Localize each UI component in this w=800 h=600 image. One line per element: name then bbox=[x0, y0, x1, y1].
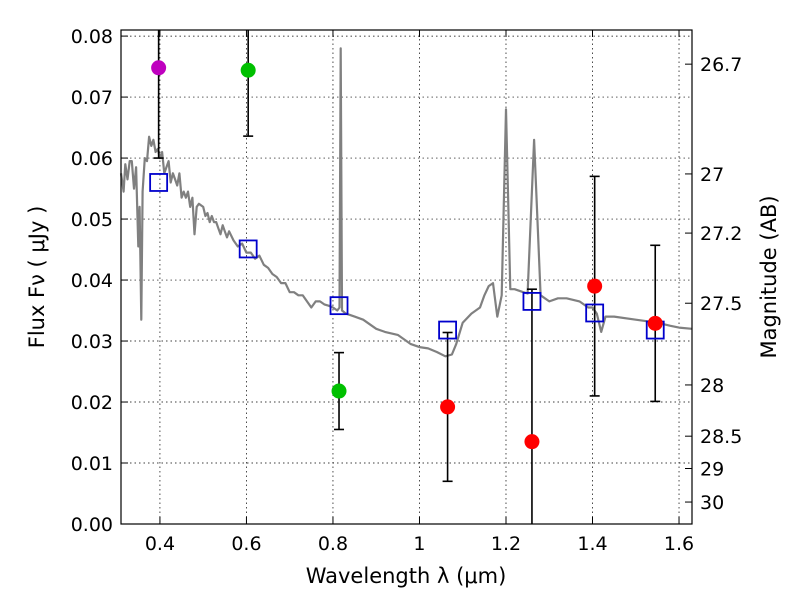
x-axis-title: Wavelength λ (μm) bbox=[306, 564, 507, 588]
observed-flux-point bbox=[524, 434, 540, 450]
y-tick-label: 0.01 bbox=[71, 453, 113, 475]
right-tick-label: 28 bbox=[700, 375, 724, 397]
sed-template-line bbox=[119, 47, 693, 358]
model-flux-square bbox=[329, 296, 349, 316]
observed-flux-point bbox=[647, 315, 663, 331]
observed-flux-point bbox=[240, 62, 256, 78]
right-tick-label: 29 bbox=[700, 459, 724, 481]
tick-layer: 0.4 0.6 0.8 1 1.2 1.4 1.6 0.00 0.01 0.02 0.03 0.04 0… bbox=[71, 26, 743, 555]
curve-layer bbox=[119, 47, 693, 358]
x-tick-label: 1.4 bbox=[577, 533, 607, 555]
x-tick-label: 0.6 bbox=[231, 533, 261, 555]
model-flux-square bbox=[149, 173, 169, 192]
right-axis-title: Magnitude (AB) bbox=[757, 195, 781, 358]
observed-flux-point bbox=[331, 383, 347, 399]
y-tick-label: 0.08 bbox=[71, 26, 113, 48]
right-tick-label: 30 bbox=[700, 492, 724, 514]
x-tick-label: 0.4 bbox=[145, 533, 175, 555]
right-tick-label: 28.5 bbox=[700, 426, 742, 448]
x-tick-label: 1.2 bbox=[491, 533, 521, 555]
errorbar-layer bbox=[153, 30, 661, 524]
plot-frame bbox=[120, 29, 693, 525]
right-tick-label: 27 bbox=[700, 164, 724, 186]
observed-flux-point bbox=[587, 278, 603, 294]
model-flux-square bbox=[585, 303, 605, 323]
model-flux-square bbox=[522, 291, 542, 311]
x-tick-label: 0.8 bbox=[318, 533, 348, 555]
right-tick-label: 27.2 bbox=[700, 223, 742, 245]
observed-flux-point bbox=[151, 60, 167, 76]
y-tick-label: 0.04 bbox=[71, 270, 113, 292]
y-tick-label: 0.03 bbox=[71, 331, 113, 353]
y-tick-label: 0.02 bbox=[71, 392, 113, 414]
observed-flux-point bbox=[440, 399, 456, 415]
y-tick-label: 0.05 bbox=[71, 209, 113, 231]
y-tick-label: 0.00 bbox=[71, 514, 113, 536]
x-tick-label: 1.6 bbox=[664, 533, 694, 555]
y-tick-label: 0.06 bbox=[71, 148, 113, 170]
right-tick-label: 26.7 bbox=[700, 54, 742, 76]
model-flux-square bbox=[438, 320, 457, 340]
y-tick-label: 0.07 bbox=[71, 87, 113, 109]
model-square-layer bbox=[149, 173, 665, 340]
x-tick-label: 1 bbox=[413, 533, 425, 555]
model-flux-square bbox=[238, 239, 258, 259]
grid-layer bbox=[121, 30, 692, 524]
observed-point-layer bbox=[151, 60, 663, 450]
right-tick-label: 27.5 bbox=[700, 293, 742, 315]
y-axis-title: Flux Fν ( μJy ) bbox=[25, 206, 49, 349]
